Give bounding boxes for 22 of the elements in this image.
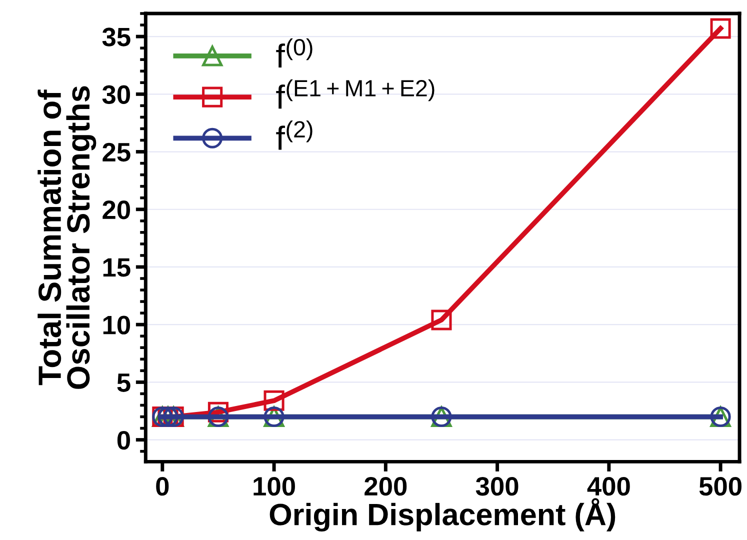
legend-label: f$^{(2)}$ — [276, 120, 312, 150]
x-axis-title: Origin Displacement (Å) — [270, 498, 616, 532]
point — [431, 310, 452, 330]
y-tick-label: 10 — [103, 316, 130, 334]
y-tick-label: 25 — [102, 142, 130, 162]
y-tick-label: 30 — [102, 85, 130, 104]
y-tick-label: 0 — [117, 430, 130, 450]
legend-label: f$^{(E1+M1+E2)}$ — [276, 79, 434, 109]
legend-label: f$^{(0)}$ — [276, 38, 312, 68]
y-tick-label: 20 — [102, 200, 130, 220]
x-tick-label: 500 — [699, 476, 742, 496]
x-tick-label: 100 — [254, 476, 295, 496]
point — [710, 18, 731, 39]
y-axis-title: Total Summation of Oscillator Strengths — [38, 86, 96, 389]
x-tick-label: 200 — [364, 476, 407, 496]
y-tick-label: 15 — [103, 258, 130, 277]
x-tick-label: 0 — [156, 476, 169, 496]
y-tick-label: 35 — [102, 28, 130, 46]
point — [264, 390, 284, 411]
x-tick-label: 300 — [476, 476, 518, 496]
y-tick-label: 5 — [117, 374, 130, 392]
x-tick-label: 400 — [587, 476, 630, 496]
